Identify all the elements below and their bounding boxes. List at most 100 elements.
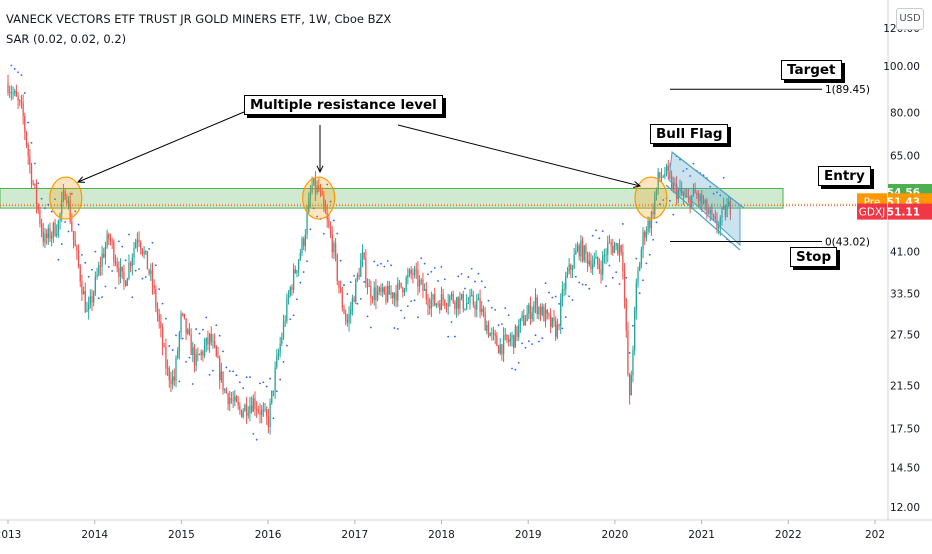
sar-dot [406,305,409,308]
sar-dot [410,300,413,303]
candle-body [229,398,231,405]
sar-dot [494,309,497,311]
candle-body [513,335,515,348]
candle-body [531,312,533,319]
candle-body [195,353,197,366]
sar-dot [625,276,628,279]
candle-body [644,232,646,238]
candle-body [712,214,715,217]
candle-body [571,268,574,270]
x-tick-label: 2022 [775,529,802,541]
candle-body [701,194,703,204]
candle-body [432,294,434,300]
candle-body [339,288,342,293]
candle-body [101,253,103,267]
sar-dot [339,259,342,262]
candle-body [635,283,637,311]
sar-dot [238,381,241,384]
candle-body [255,408,258,411]
candle-body [585,245,587,254]
candle-body [227,393,229,405]
candle-body [677,190,679,199]
candle-body [504,334,506,336]
candle-body [175,357,177,381]
candle-body [182,313,184,315]
x-tick-label: 2015 [168,529,195,541]
candle-body [264,409,266,411]
candle-body [237,401,239,406]
indicator-legend[interactable]: SAR (0.02, 0.02, 0.2) [6,32,127,46]
candle-body [376,291,379,300]
sar-dot [521,342,523,345]
candle-body [667,165,669,171]
candle-body [408,269,411,275]
candle-body [213,341,216,347]
candle-body [479,298,481,312]
candle-body [521,315,523,319]
candle-body [289,287,291,296]
sar-dot [433,267,436,269]
candle-body [146,250,149,270]
sar-dot [712,192,715,195]
candle-body [506,334,508,340]
candle-body [581,240,584,261]
last-price-tag-label: GDXJ [859,207,886,219]
candle-body [413,269,416,276]
sar-dot [322,232,325,235]
sar-dot [185,360,187,363]
sar-dot [262,381,265,384]
sar-dot [353,274,355,277]
candle-body [71,221,73,231]
sar-dot [380,262,382,265]
sar-dot [477,272,480,275]
sar-dot [588,287,591,290]
candle-body [25,132,28,146]
candle-body [329,226,332,235]
sar-dot [598,237,601,240]
sar-dot [309,228,312,231]
x-tick-label: 2018 [428,529,455,541]
candle-body [168,368,170,381]
sar-dot [692,162,695,165]
sar-dot [138,268,140,270]
sar-dot [400,309,403,312]
sar-dot [107,266,110,268]
candle-body [509,338,511,342]
candle-body [319,190,322,192]
sar-dot [188,356,191,359]
sar-dot [487,299,490,302]
sar-dot [134,269,137,272]
sar-dot [64,221,67,223]
candle-body [128,263,130,279]
sar-dot [655,221,658,224]
candle-body [444,300,446,306]
candle-body [400,282,402,288]
candle-body [560,299,562,327]
sar-dot [178,380,181,383]
candle-body [355,279,357,302]
candle-body [533,304,535,313]
candle-body [375,287,377,300]
candle-body [222,371,224,391]
candle-body [551,317,553,327]
sar-dot [70,192,73,195]
candle-body [336,255,338,282]
candle-body [96,274,98,277]
sar-dot [719,194,722,197]
candle-body [418,280,421,287]
last-price-tag-label-bg [857,203,887,220]
currency-button[interactable]: USD [896,8,924,30]
sar-dot [20,74,23,77]
candle-body [523,315,525,326]
candle-body [284,320,286,322]
arrow-head [316,165,324,174]
candle-body [287,295,290,299]
sar-dot [30,141,33,144]
candle-body [292,269,295,290]
candle-body [35,185,38,205]
candle-body [471,294,473,296]
sar-dot [423,262,426,265]
candle-body [72,230,75,240]
